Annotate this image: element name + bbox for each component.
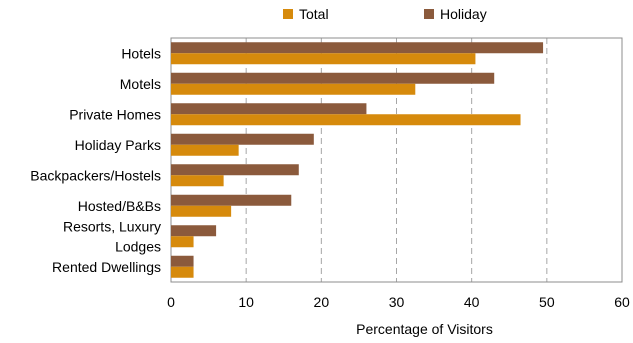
x-tick-label-0: 0	[167, 294, 175, 310]
x-tick-label-50: 50	[539, 294, 555, 310]
legend-item-total: Total	[283, 6, 329, 22]
x-tick-label-20: 20	[314, 294, 330, 310]
legend-swatch-holiday	[424, 9, 434, 19]
bar-total-5	[171, 205, 232, 217]
legend-item-holiday: Holiday	[424, 6, 487, 22]
bar-holiday-7	[171, 255, 194, 267]
bar-holiday-0	[171, 42, 544, 54]
plot-frame	[170, 37, 623, 283]
bar-holiday-5	[171, 194, 292, 206]
bar-total-1	[171, 83, 416, 95]
category-label-6-1: Lodges	[115, 238, 161, 254]
category-label-6-0: Resorts, Luxury	[63, 218, 161, 234]
bar-holiday-1	[171, 72, 495, 84]
bar-holiday-4	[171, 164, 299, 176]
category-label-3: Holiday Parks	[75, 137, 161, 153]
bar-total-3	[171, 144, 239, 156]
legend-label-holiday: Holiday	[440, 6, 487, 22]
legend-label-total: Total	[299, 6, 329, 22]
bar-total-2	[171, 114, 521, 126]
bar-total-4	[171, 175, 224, 187]
category-label-7: Rented Dwellings	[52, 259, 161, 275]
legend: Total Holiday	[0, 6, 633, 26]
category-label-2: Private Homes	[69, 106, 161, 122]
category-label-0: Hotels	[121, 45, 161, 61]
legend-swatch-total	[283, 9, 293, 19]
bar-holiday-6	[171, 225, 217, 237]
x-tick-label-40: 40	[464, 294, 480, 310]
bar-total-6	[171, 236, 194, 248]
bar-total-0	[171, 53, 476, 65]
category-label-5: Hosted/B&Bs	[78, 198, 161, 214]
category-label-1: Motels	[120, 76, 161, 92]
bar-holiday-2	[171, 103, 367, 115]
x-tick-label-10: 10	[238, 294, 254, 310]
x-tick-label-30: 30	[389, 294, 405, 310]
category-label-4: Backpackers/Hostels	[30, 167, 161, 183]
bar-total-7	[171, 266, 194, 278]
x-tick-label-60: 60	[614, 294, 630, 310]
x-axis-label: Percentage of Visitors	[356, 321, 493, 337]
bar-holiday-3	[171, 133, 314, 145]
